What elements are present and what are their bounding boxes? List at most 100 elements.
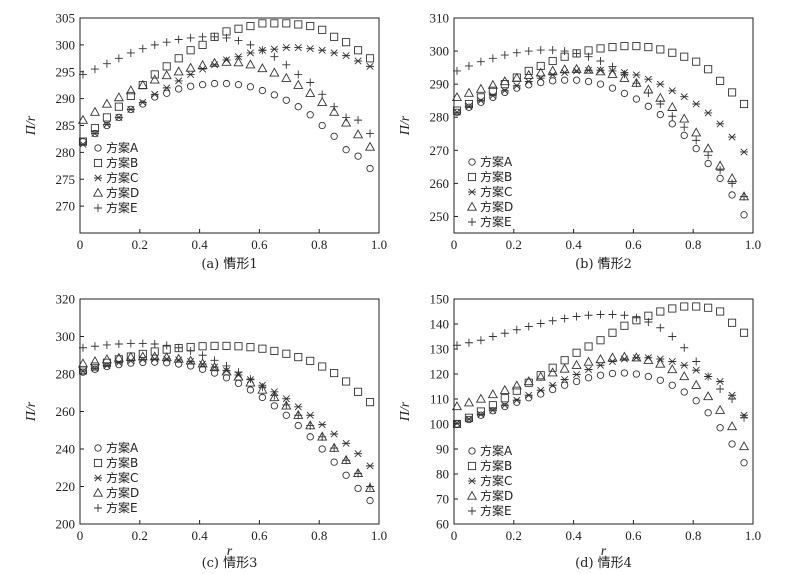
data-point xyxy=(620,369,629,377)
y-tick-label: 305 xyxy=(56,11,76,26)
data-point xyxy=(500,329,509,338)
data-point xyxy=(366,482,375,491)
y-tick-label: 290 xyxy=(56,91,76,106)
y-tick-label: 130 xyxy=(430,342,450,357)
y-tick-label: 250 xyxy=(430,209,450,224)
legend-label: 方案E xyxy=(480,503,512,518)
data-point xyxy=(198,342,207,351)
data-point xyxy=(330,102,339,111)
data-point xyxy=(342,52,351,60)
chart-panel-b: 0 0.2 0.4 0.6 0.8 1.0 250 260 270 280 290 300 310 r Π/… xyxy=(398,11,761,273)
data-point xyxy=(269,67,280,77)
data-point xyxy=(258,46,267,55)
legend-label: 方案E xyxy=(480,214,512,229)
data-point xyxy=(258,19,267,28)
data-point xyxy=(306,356,315,365)
data-point xyxy=(162,38,171,47)
data-point xyxy=(512,82,521,90)
data-point xyxy=(138,44,147,53)
data-point xyxy=(668,332,677,341)
data-point xyxy=(595,354,606,364)
data-point xyxy=(78,367,87,375)
data-point xyxy=(739,328,749,337)
data-point xyxy=(77,358,89,368)
data-point xyxy=(501,88,509,97)
data-point xyxy=(620,311,629,320)
data-point xyxy=(488,86,497,95)
data-point xyxy=(692,357,701,366)
data-point xyxy=(487,389,498,399)
data-point xyxy=(101,98,112,108)
y-axis-label: Π/r xyxy=(398,115,413,136)
data-point xyxy=(668,48,677,57)
data-point xyxy=(452,66,461,75)
data-point xyxy=(692,302,701,311)
data-point xyxy=(692,136,701,145)
data-point xyxy=(680,343,689,352)
data-point xyxy=(258,344,267,353)
data-point xyxy=(512,48,521,57)
data-point xyxy=(342,377,351,386)
data-point xyxy=(631,352,642,362)
x-tick-label: 0.4 xyxy=(191,528,208,543)
data-point xyxy=(270,391,279,400)
legend-marker xyxy=(468,158,476,166)
y-tick-label: 295 xyxy=(56,64,76,79)
data-point xyxy=(282,349,291,358)
data-point xyxy=(282,60,291,69)
data-point xyxy=(138,349,147,358)
data-point xyxy=(644,372,652,381)
data-point xyxy=(572,312,581,321)
data-point xyxy=(656,323,665,332)
data-point xyxy=(222,374,231,382)
data-point xyxy=(523,69,534,79)
data-point xyxy=(548,56,557,66)
data-point xyxy=(463,87,475,97)
legend-marker xyxy=(94,444,102,452)
y-tick-label: 300 xyxy=(430,44,450,59)
data-point xyxy=(608,328,617,337)
data-point xyxy=(584,311,593,320)
data-point xyxy=(354,469,363,478)
series-d xyxy=(77,56,376,151)
data-point xyxy=(137,351,148,361)
data-point xyxy=(173,353,184,363)
data-point xyxy=(656,110,664,119)
data-point xyxy=(330,369,339,378)
data-point xyxy=(476,410,485,419)
data-point xyxy=(126,91,135,100)
x-tick-label: 0.4 xyxy=(191,237,208,252)
data-point xyxy=(114,359,123,367)
data-point xyxy=(174,54,183,63)
legend-label: 方案A xyxy=(480,443,513,458)
data-point xyxy=(318,421,327,429)
data-point xyxy=(727,421,738,431)
data-point xyxy=(282,44,291,52)
data-point xyxy=(318,25,327,34)
chart-panel-c: 0 0.2 0.4 0.6 0.8 1.0 200 220 240 260 280 300 320 r Π/… xyxy=(24,292,387,572)
data-point xyxy=(524,322,533,331)
series-c xyxy=(78,44,375,148)
data-point xyxy=(560,314,569,323)
data-point xyxy=(78,140,87,148)
data-point xyxy=(186,346,195,355)
data-point xyxy=(270,402,278,410)
data-point xyxy=(511,72,522,82)
data-point xyxy=(246,386,255,394)
data-point xyxy=(186,33,195,42)
data-point xyxy=(186,82,195,90)
data-point xyxy=(584,77,593,86)
data-point xyxy=(548,381,557,389)
data-point xyxy=(596,371,605,379)
legend-label: 方案E xyxy=(106,500,138,515)
data-point xyxy=(692,100,701,108)
data-point xyxy=(294,353,303,362)
data-point xyxy=(716,76,725,85)
data-point xyxy=(246,83,255,91)
data-point xyxy=(282,395,291,403)
data-point xyxy=(246,343,255,352)
data-point xyxy=(608,369,617,378)
